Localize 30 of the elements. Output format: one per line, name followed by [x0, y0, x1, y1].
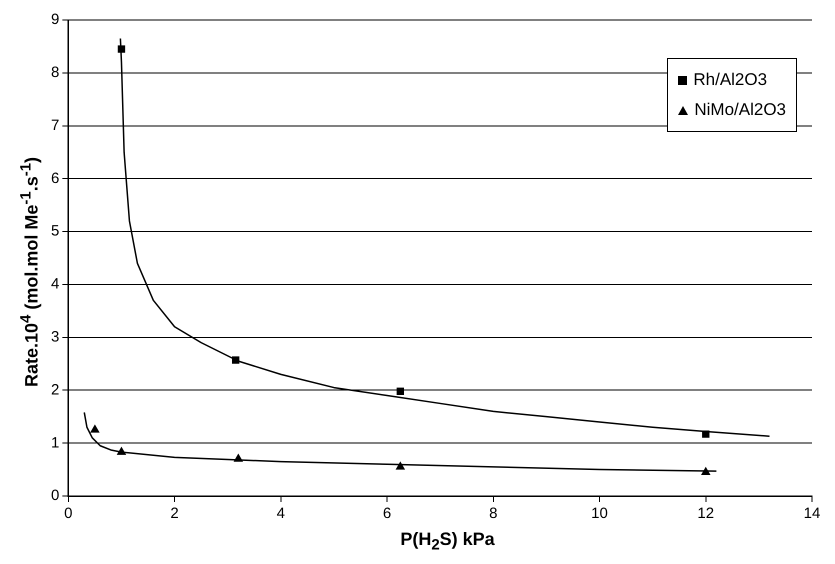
- point: [118, 45, 126, 53]
- point: [701, 467, 710, 475]
- y-tick-label: 8: [51, 64, 60, 82]
- y-tick-label: 5: [51, 222, 60, 240]
- point: [396, 388, 404, 395]
- point: [117, 447, 126, 455]
- point: [232, 356, 240, 364]
- y-tick-label: 3: [51, 328, 60, 346]
- point: [396, 462, 405, 470]
- x-tick-label: 2: [170, 505, 179, 522]
- legend-label: Rh/Al2O3: [693, 69, 768, 91]
- y-tick-label: 9: [51, 11, 60, 28]
- x-tick-label: 10: [591, 505, 608, 522]
- y-tick-label: 1: [51, 434, 60, 452]
- legend-label: NiMo/Al2O3: [694, 99, 786, 121]
- point: [702, 430, 710, 438]
- x-tick-label: 12: [697, 505, 714, 522]
- y-tick-label: 2: [51, 381, 60, 398]
- y-tick-label: 4: [51, 276, 60, 293]
- x-tick-label: 4: [276, 505, 285, 522]
- x-tick-label: 6: [382, 505, 392, 522]
- y-tick-label: 7: [51, 116, 60, 134]
- y-tick-label: 6: [51, 170, 60, 187]
- x-tick-label: 8: [489, 505, 498, 522]
- point: [234, 454, 243, 462]
- x-tick-label: 14: [804, 505, 820, 522]
- x-axis-title: P(H$_{2}$S) kPa: [399, 529, 496, 554]
- point: [90, 424, 100, 433]
- x-tick-label: 0: [64, 505, 73, 522]
- y-tick-label: 0: [51, 487, 60, 504]
